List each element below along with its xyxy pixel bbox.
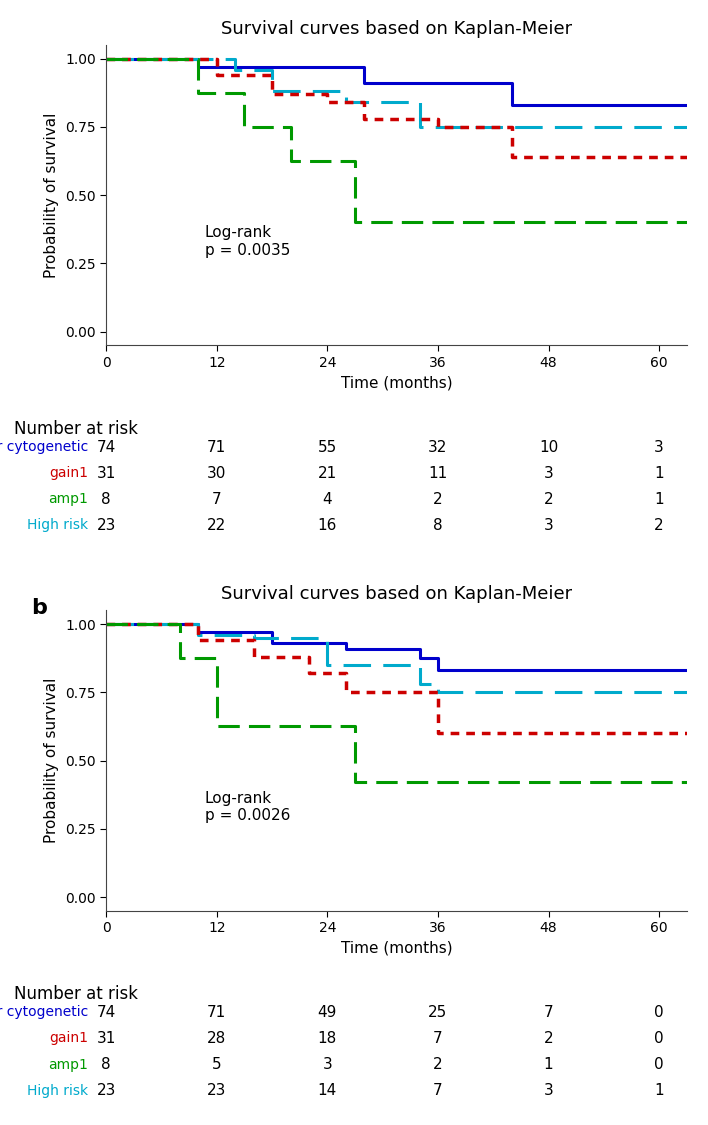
Text: 23: 23 [96, 1083, 116, 1098]
Text: 1: 1 [654, 466, 664, 480]
Text: 14: 14 [318, 1083, 337, 1098]
Y-axis label: Probability of survival: Probability of survival [45, 678, 59, 844]
Text: 2: 2 [433, 492, 442, 506]
Text: 74: 74 [96, 440, 116, 454]
Text: Other cytogenetic: Other cytogenetic [0, 440, 88, 454]
Text: 28: 28 [207, 1030, 227, 1046]
Text: 1: 1 [544, 1058, 554, 1072]
Text: 7: 7 [544, 1005, 554, 1020]
Text: 3: 3 [544, 466, 554, 480]
Text: amp1: amp1 [48, 492, 88, 506]
Text: 7: 7 [212, 492, 222, 506]
Text: 3: 3 [544, 518, 554, 533]
Text: Log-rank
p = 0.0035: Log-rank p = 0.0035 [205, 225, 290, 258]
X-axis label: Time (months): Time (months) [341, 940, 452, 955]
Text: 8: 8 [433, 518, 442, 533]
Text: 22: 22 [207, 518, 227, 533]
Title: Survival curves based on Kaplan-Meier: Survival curves based on Kaplan-Meier [221, 585, 572, 603]
X-axis label: Time (months): Time (months) [341, 376, 452, 390]
Text: 11: 11 [428, 466, 447, 480]
Text: 74: 74 [96, 1005, 116, 1020]
Text: 2: 2 [654, 518, 664, 533]
Text: 8: 8 [101, 1058, 111, 1072]
Text: 1: 1 [654, 1083, 664, 1098]
Text: 31: 31 [96, 466, 116, 480]
Text: gain1: gain1 [49, 1032, 88, 1045]
Text: 30: 30 [207, 466, 227, 480]
Text: 21: 21 [318, 466, 337, 480]
Y-axis label: Probability of survival: Probability of survival [45, 112, 59, 278]
Title: Survival curves based on Kaplan-Meier: Survival curves based on Kaplan-Meier [221, 20, 572, 38]
Text: 10: 10 [539, 440, 558, 454]
Text: 7: 7 [433, 1030, 442, 1046]
Text: 0: 0 [654, 1058, 664, 1072]
Text: 3: 3 [654, 440, 664, 454]
Text: 2: 2 [544, 1030, 554, 1046]
Text: 55: 55 [318, 440, 337, 454]
Text: 25: 25 [428, 1005, 447, 1020]
Text: b: b [30, 598, 47, 619]
Text: Other cytogenetic: Other cytogenetic [0, 1006, 88, 1019]
Text: 0: 0 [654, 1030, 664, 1046]
Text: gain1: gain1 [49, 466, 88, 480]
Text: 2: 2 [433, 1058, 442, 1072]
Text: 32: 32 [428, 440, 447, 454]
Text: amp1: amp1 [48, 1058, 88, 1072]
Text: 2: 2 [544, 492, 554, 506]
Text: 23: 23 [96, 518, 116, 533]
Text: High risk: High risk [27, 1083, 88, 1098]
Text: 5: 5 [212, 1058, 222, 1072]
Text: 49: 49 [318, 1005, 337, 1020]
Text: Log-rank
p = 0.0026: Log-rank p = 0.0026 [205, 791, 290, 824]
Text: 1: 1 [654, 492, 664, 506]
Text: 71: 71 [207, 440, 227, 454]
Text: 31: 31 [96, 1030, 116, 1046]
Text: 18: 18 [318, 1030, 337, 1046]
Text: 23: 23 [207, 1083, 227, 1098]
Text: 8: 8 [101, 492, 111, 506]
Text: Number at risk: Number at risk [14, 986, 138, 1004]
Text: 7: 7 [433, 1083, 442, 1098]
Text: High risk: High risk [27, 519, 88, 532]
Text: Number at risk: Number at risk [14, 420, 138, 438]
Text: 3: 3 [322, 1058, 332, 1072]
Text: 71: 71 [207, 1005, 227, 1020]
Text: 4: 4 [323, 492, 332, 506]
Text: 0: 0 [654, 1005, 664, 1020]
Text: 16: 16 [318, 518, 337, 533]
Text: 3: 3 [544, 1083, 554, 1098]
